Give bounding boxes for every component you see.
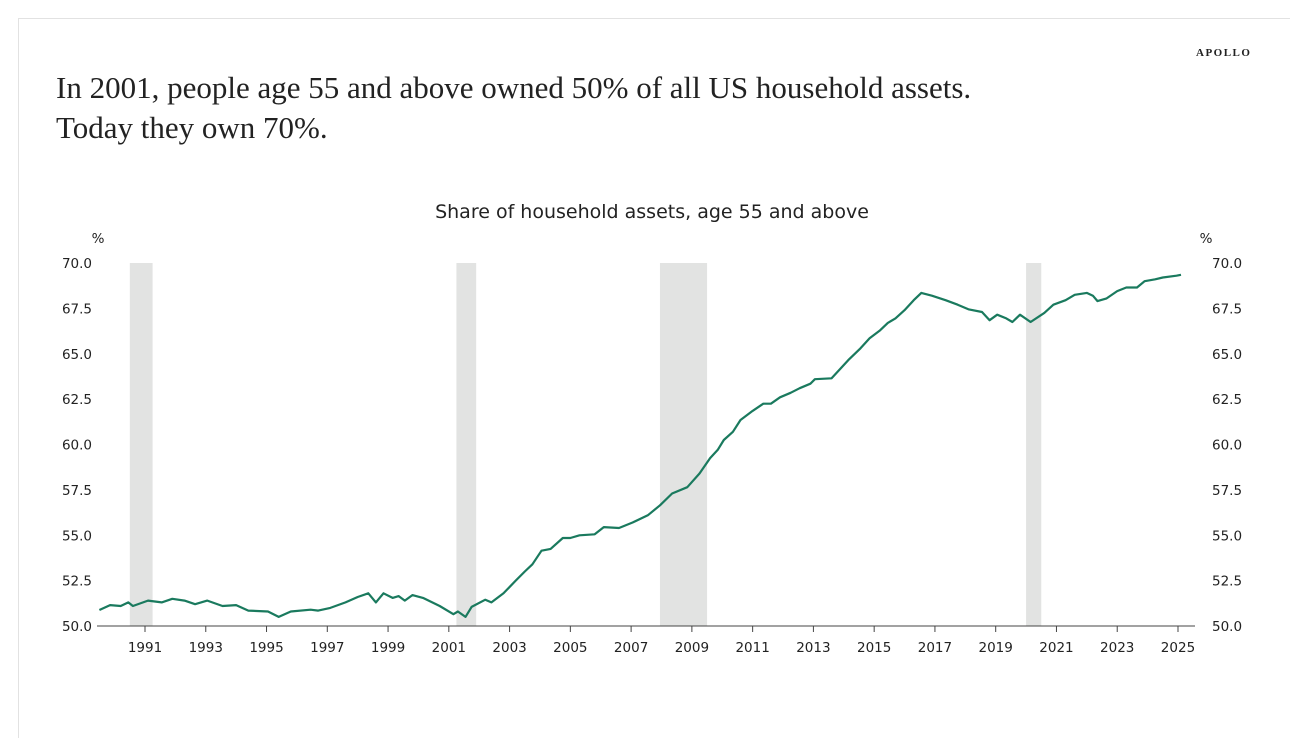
y-tick-label-right: 57.5 — [1212, 483, 1242, 499]
x-tick-label: 2009 — [675, 640, 709, 656]
recession-band — [659, 263, 708, 626]
y-tick-label-left: 60.0 — [62, 438, 92, 454]
x-tick-label: 1995 — [249, 640, 283, 656]
brand-logo: APOLLO — [1196, 47, 1252, 59]
y-tick-label-right: 52.5 — [1212, 574, 1242, 590]
x-tick-label: 2007 — [614, 640, 648, 656]
recession-bands — [129, 263, 1042, 626]
x-tick-label: 1991 — [128, 640, 162, 656]
x-tick-label: 2005 — [553, 640, 587, 656]
x-tick-label: 2019 — [979, 640, 1013, 656]
x-tick-label: 2015 — [857, 640, 891, 656]
x-tick-label: 2011 — [735, 640, 769, 656]
y-axis-left-unit: % — [92, 231, 105, 247]
x-tick-label: 1999 — [371, 640, 405, 656]
series-layer — [98, 273, 1182, 618]
x-tick-label: 2025 — [1161, 640, 1195, 656]
x-tick-label: 1997 — [310, 640, 344, 656]
recession-band — [1026, 263, 1042, 626]
y-tick-label-left: 62.5 — [62, 392, 92, 408]
x-tick-label: 2003 — [492, 640, 526, 656]
headline: In 2001, people age 55 and above owned 5… — [56, 68, 971, 148]
headline-line-2: Today they own 70%. — [56, 110, 328, 145]
y-tick-label-right: 70.0 — [1212, 256, 1242, 272]
y-tick-label-left: 55.0 — [62, 528, 92, 544]
y-tick-label-right: 60.0 — [1212, 438, 1242, 454]
x-tick-label: 1993 — [189, 640, 223, 656]
recession-band — [456, 263, 477, 626]
y-tick-label-left: 70.0 — [62, 256, 92, 272]
headline-line-1: In 2001, people age 55 and above owned 5… — [56, 70, 972, 105]
recession-band — [129, 263, 153, 626]
y-tick-label-right: 50.0 — [1212, 619, 1242, 635]
y-tick-label-left: 52.5 — [62, 574, 92, 590]
y-tick-label-right: 65.0 — [1212, 347, 1242, 363]
x-tick-label: 2021 — [1039, 640, 1073, 656]
y-tick-label-right: 55.0 — [1212, 528, 1242, 544]
axes: 50.0 50.0 52.5 52.5 55.0 55.0 57.5 57.5 60.0 60.0… — [62, 256, 1242, 656]
y-tick-label-right: 62.5 — [1212, 392, 1242, 408]
series-line — [98, 273, 1182, 618]
chart-card — [18, 18, 1290, 738]
x-tick-label: 2013 — [796, 640, 830, 656]
x-tick-label: 2023 — [1100, 640, 1134, 656]
x-tick-label: 2001 — [432, 640, 466, 656]
chart-title: Share of household assets, age 55 and ab… — [435, 201, 869, 223]
y-tick-label-left: 57.5 — [62, 483, 92, 499]
y-tick-label-left: 67.5 — [62, 301, 92, 317]
y-tick-label-left: 65.0 — [62, 347, 92, 363]
y-tick-label-right: 67.5 — [1212, 301, 1242, 317]
y-axis-right-unit: % — [1200, 231, 1213, 247]
x-tick-label: 2017 — [918, 640, 952, 656]
y-tick-label-left: 50.0 — [62, 619, 92, 635]
